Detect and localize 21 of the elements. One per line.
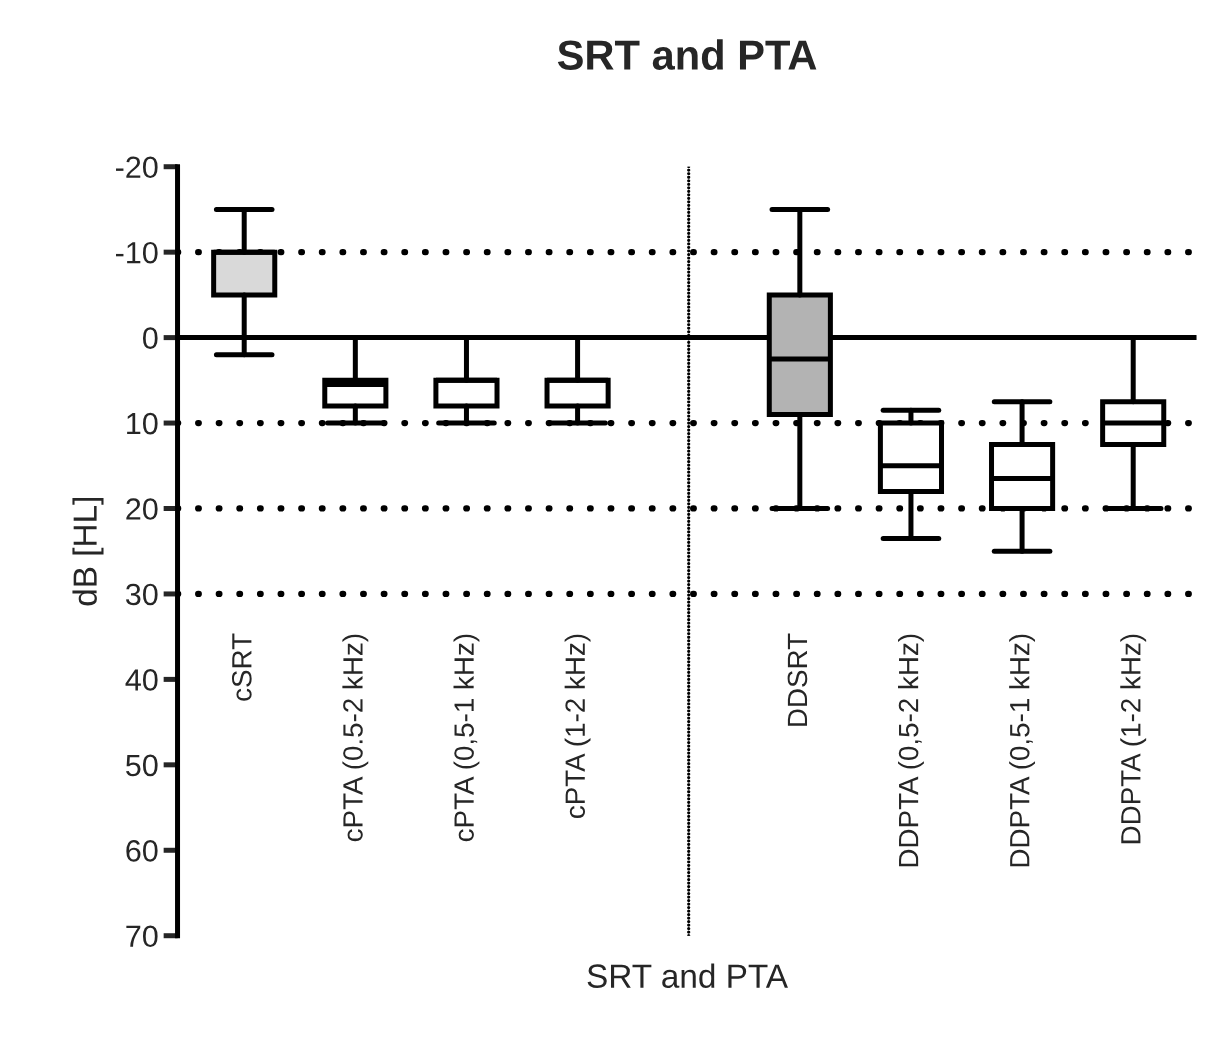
x-tick-label: cPTA (1-2 kHz) — [564, 634, 591, 819]
x-tick-label: cPTA (0.5-2 kHz) — [342, 634, 369, 842]
y-tick-label: -10 — [115, 241, 158, 264]
y-tick-label: 40 — [125, 669, 158, 691]
y-tick-label: 10 — [127, 412, 158, 435]
x-tick-label: cPTA (0,5-1 kHz) — [453, 634, 480, 842]
x-tick-label: DDPTA (0,5-2 kHz) — [898, 634, 924, 867]
x-tick-label: DDSRT — [787, 633, 808, 726]
y-tick-label: 50 — [126, 754, 158, 777]
x-tick-label: DDPTA (1-2 kHz) — [1120, 634, 1147, 844]
y-tick-label: 70 — [126, 925, 158, 948]
x-axis-title: SRT and PTA — [587, 963, 788, 988]
y-tick-label: 0 — [142, 327, 158, 349]
x-tick-label: DDPTA (0,5-1 kHz) — [1009, 634, 1036, 867]
chart-title: SRT and PTA — [557, 39, 817, 70]
x-tick-label: cSRT — [232, 633, 252, 701]
y-tick-label: 20 — [126, 498, 158, 520]
y-axis-title: dB [HL] — [72, 498, 104, 606]
y-tick-label: -20 — [115, 156, 158, 179]
y-tick-label: 30 — [125, 583, 158, 606]
y-tick-label: 60 — [126, 840, 158, 862]
